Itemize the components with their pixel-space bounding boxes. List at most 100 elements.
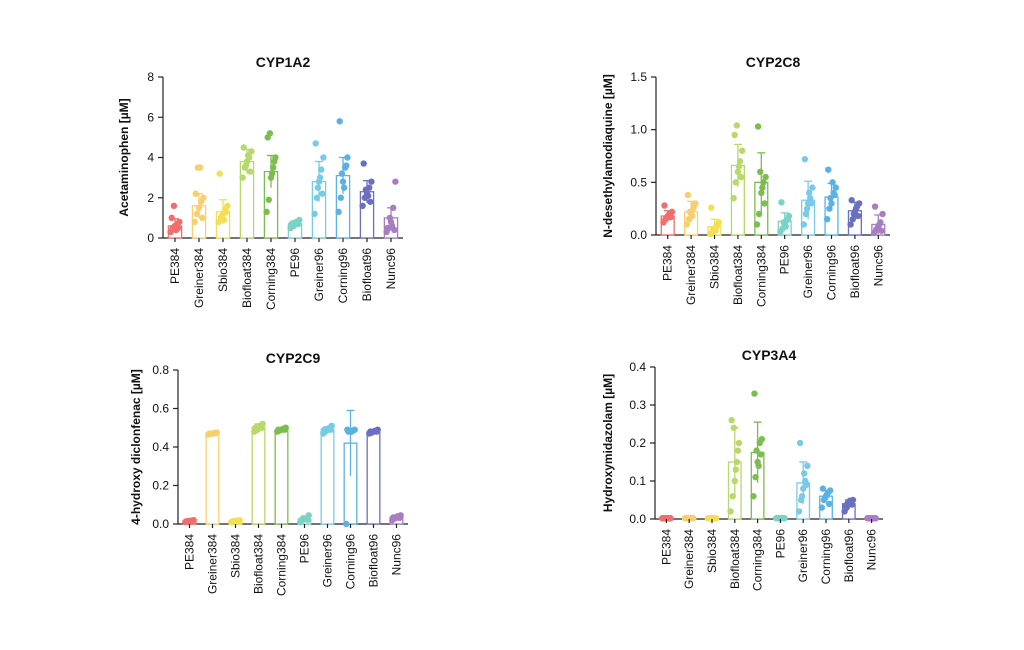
data-point [242, 162, 250, 169]
data-point [784, 216, 792, 223]
data-point [191, 218, 198, 226]
data-point [800, 221, 808, 228]
chart-title: CYP2C8 [746, 54, 801, 70]
data-point [738, 147, 746, 154]
y-tick-label: 0.4 [629, 360, 646, 374]
data-point [223, 208, 230, 216]
data-point [825, 500, 833, 507]
data-point [193, 210, 200, 218]
data-point [344, 154, 351, 161]
data-point [754, 123, 762, 130]
data-point [343, 520, 350, 528]
data-point [732, 179, 739, 186]
data-point [829, 179, 836, 186]
data-point [319, 190, 326, 197]
data-point [729, 493, 736, 500]
data-point [199, 214, 206, 222]
data-point [314, 184, 322, 191]
data-point [805, 189, 813, 197]
data-point [266, 130, 274, 137]
bar-biofloat96 [366, 430, 381, 525]
data-point [871, 515, 878, 522]
category-label: Greiner96 [312, 248, 326, 302]
data-point [313, 194, 320, 201]
data-point [735, 439, 743, 447]
data-point [852, 205, 860, 212]
data-point [818, 504, 826, 511]
data-point [714, 221, 721, 228]
data-point [688, 212, 696, 220]
data-point [311, 210, 318, 218]
category-label: Biofloat96 [842, 529, 856, 583]
category-label: Sbio384 [229, 534, 243, 578]
data-point [826, 205, 833, 212]
y-tick-label: 6 [147, 110, 154, 124]
data-point [220, 216, 228, 224]
category-label: PE96 [288, 248, 302, 278]
data-point [876, 221, 883, 228]
category-label: Corning96 [336, 248, 350, 304]
data-point [823, 491, 831, 498]
bar-greiner96 [320, 429, 335, 525]
category-label: PE384 [168, 248, 182, 284]
category-label: Corning384 [751, 529, 765, 591]
category-label: Greiner384 [684, 245, 698, 305]
data-point [782, 223, 789, 230]
data-point [734, 447, 742, 454]
data-point [667, 213, 675, 221]
data-point [684, 191, 692, 199]
data-point [824, 216, 831, 223]
data-point [318, 166, 325, 173]
data-point [755, 462, 762, 469]
data-point [304, 516, 311, 523]
category-label: PE384 [661, 245, 675, 281]
category-label: PE96 [298, 534, 312, 564]
data-point [216, 170, 223, 177]
category-label: PE96 [778, 245, 792, 275]
data-point [689, 515, 696, 522]
y-axis-label: 4-hydroxy diclonfenac [µM] [129, 369, 143, 525]
data-point [235, 517, 242, 524]
data-point [362, 186, 370, 193]
data-point [367, 198, 374, 205]
data-point [708, 204, 715, 211]
category-label: Greiner96 [321, 534, 335, 588]
y-tick-label: 1.5 [630, 70, 647, 84]
data-point [758, 189, 765, 197]
data-point [683, 221, 691, 228]
data-point [712, 227, 719, 234]
data-point [848, 197, 855, 204]
data-point [803, 205, 811, 212]
data-point [391, 226, 398, 234]
data-point [728, 417, 735, 424]
data-point [392, 178, 399, 185]
data-point [312, 140, 319, 147]
data-point [373, 428, 380, 435]
data-point [732, 466, 740, 473]
category-label: Nunc96 [390, 534, 404, 576]
data-point [831, 191, 838, 199]
category-label: Nunc96 [865, 529, 879, 571]
y-tick-label: 0.0 [152, 517, 169, 531]
data-point [750, 493, 757, 500]
data-point [337, 194, 344, 201]
y-tick-label: 0.1 [629, 474, 646, 488]
data-point [847, 221, 854, 228]
data-point [195, 204, 203, 212]
data-point [825, 166, 832, 173]
category-label: Corning96 [819, 529, 833, 585]
category-label: Corning384 [754, 245, 768, 307]
data-point [731, 131, 738, 139]
data-point [808, 200, 815, 207]
data-point [733, 458, 741, 466]
data-point [735, 163, 743, 170]
data-point [339, 178, 347, 185]
chart-panel-cyp2c9: CYP2C9 4-hydroxy diclonfenac [µM] 0.0 0.2 0.… [129, 350, 408, 596]
data-point [809, 184, 816, 191]
chart-panel-cyp2c8: CYP2C8 N-desethylamodiaquine [µM] 0.0 0.5 1.… [601, 54, 890, 307]
data-point [727, 508, 734, 515]
data-point [828, 200, 835, 207]
data-point [338, 170, 346, 177]
data-point [212, 429, 219, 437]
data-point [265, 196, 272, 203]
